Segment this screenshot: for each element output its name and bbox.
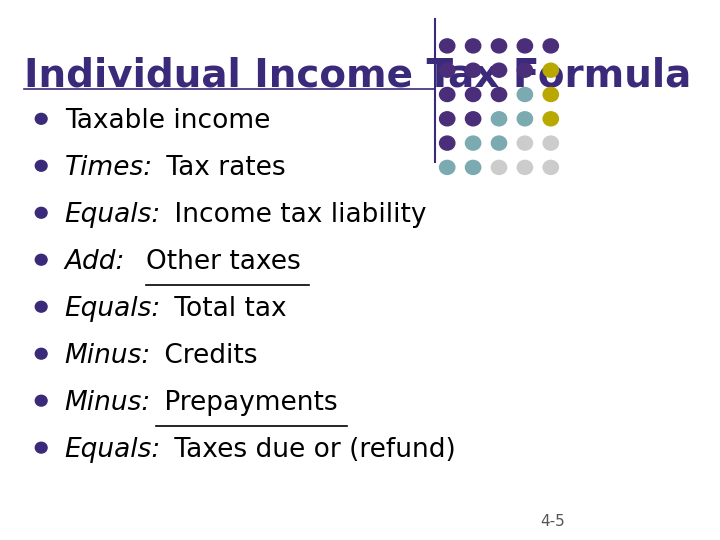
Circle shape bbox=[35, 113, 47, 124]
Text: Taxes due or (refund): Taxes due or (refund) bbox=[166, 437, 456, 463]
Circle shape bbox=[517, 39, 533, 53]
Circle shape bbox=[491, 87, 507, 102]
Text: Individual Income Tax Formula: Individual Income Tax Formula bbox=[24, 57, 690, 94]
Text: Add:: Add: bbox=[65, 249, 142, 275]
Text: Equals:: Equals: bbox=[65, 202, 161, 228]
Circle shape bbox=[543, 160, 559, 174]
Text: Equals:: Equals: bbox=[65, 437, 161, 463]
Circle shape bbox=[439, 160, 455, 174]
Circle shape bbox=[491, 39, 507, 53]
Circle shape bbox=[465, 112, 481, 126]
Circle shape bbox=[439, 63, 455, 77]
Circle shape bbox=[517, 136, 533, 150]
Circle shape bbox=[439, 112, 455, 126]
Circle shape bbox=[543, 63, 559, 77]
Circle shape bbox=[439, 136, 455, 150]
Circle shape bbox=[543, 39, 559, 53]
Circle shape bbox=[35, 395, 47, 406]
Circle shape bbox=[517, 87, 533, 102]
Text: Tax rates: Tax rates bbox=[158, 156, 285, 181]
Circle shape bbox=[491, 160, 507, 174]
Circle shape bbox=[465, 87, 481, 102]
Circle shape bbox=[517, 63, 533, 77]
Circle shape bbox=[543, 136, 559, 150]
Circle shape bbox=[439, 87, 455, 102]
Circle shape bbox=[543, 112, 559, 126]
Circle shape bbox=[35, 348, 47, 359]
Circle shape bbox=[517, 160, 533, 174]
Text: 4-5: 4-5 bbox=[540, 514, 565, 529]
Text: Minus:: Minus: bbox=[65, 343, 151, 369]
Circle shape bbox=[543, 87, 559, 102]
Circle shape bbox=[439, 39, 455, 53]
Circle shape bbox=[491, 112, 507, 126]
Circle shape bbox=[35, 207, 47, 218]
Circle shape bbox=[517, 112, 533, 126]
Circle shape bbox=[465, 39, 481, 53]
Circle shape bbox=[465, 136, 481, 150]
Circle shape bbox=[35, 160, 47, 171]
Circle shape bbox=[491, 63, 507, 77]
Text: Other taxes: Other taxes bbox=[146, 249, 301, 275]
Circle shape bbox=[465, 63, 481, 77]
Circle shape bbox=[465, 160, 481, 174]
Text: Prepayments: Prepayments bbox=[156, 390, 337, 416]
Text: Minus:: Minus: bbox=[65, 390, 151, 416]
Circle shape bbox=[35, 442, 47, 453]
Text: Total tax: Total tax bbox=[166, 296, 287, 322]
Circle shape bbox=[491, 136, 507, 150]
Text: Equals:: Equals: bbox=[65, 296, 161, 322]
Circle shape bbox=[35, 301, 47, 312]
Text: Income tax liability: Income tax liability bbox=[166, 202, 427, 228]
Text: Credits: Credits bbox=[156, 343, 257, 369]
Text: Taxable income: Taxable income bbox=[65, 109, 270, 134]
Circle shape bbox=[35, 254, 47, 265]
Text: Times:: Times: bbox=[65, 156, 153, 181]
